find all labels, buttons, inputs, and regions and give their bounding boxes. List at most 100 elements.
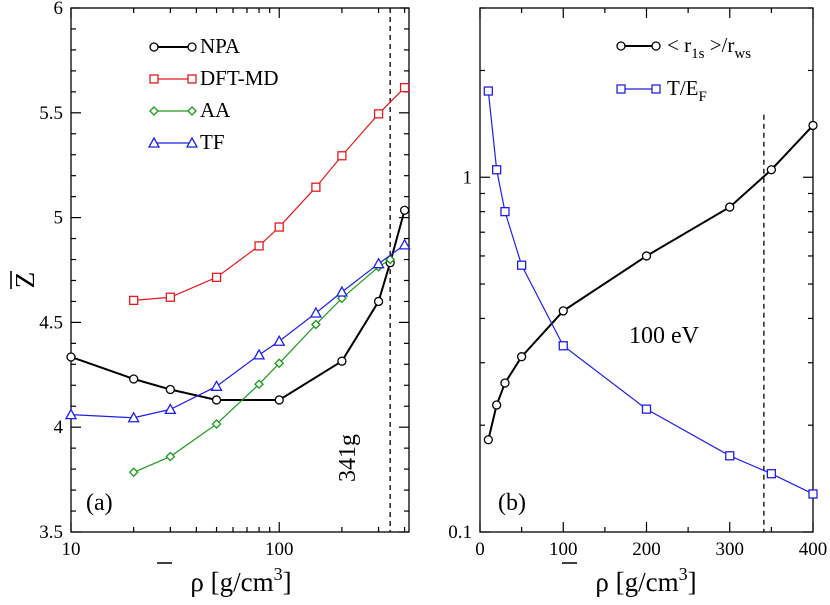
legend-marker-tf	[147, 136, 161, 148]
panel-a-xtick-label: 100	[265, 539, 294, 560]
data-point-npa	[165, 384, 175, 395]
x-axis-title-b: ρ [g/cm3]	[595, 564, 696, 597]
legend-marker-dft-md	[187, 74, 197, 84]
data-point-tf	[64, 408, 78, 420]
data-point-t-ef	[766, 469, 777, 479]
data-point-dft-md	[165, 292, 175, 302]
panel-a-legend: NPA DFT-MD AA TF	[147, 34, 279, 154]
series-line-tf	[70, 244, 405, 419]
series-line-npa	[70, 209, 406, 401]
data-point-r1s-rws	[483, 435, 493, 445]
legend-marker-npa	[149, 42, 159, 52]
panel-a-ytick-label: 4.5	[39, 312, 63, 333]
data-point-aa	[274, 358, 285, 369]
legend-tef-main: T/E	[667, 76, 699, 100]
data-point-npa	[129, 374, 139, 384]
panel-a-ytick-label: 4	[54, 417, 64, 438]
data-point-dft-md	[337, 151, 347, 161]
legend-r1s-mid: >/r	[704, 33, 734, 57]
series-line-dft-md	[133, 87, 406, 301]
panel-b-ytick-label: 0.1	[448, 522, 472, 543]
data-point-dft-md	[254, 241, 264, 251]
data-point-tf	[398, 238, 411, 250]
panel-a: 3.5 4 4.5 5 5.5 6 10 100 341g (a) Z ρ [g/cm3] N…	[10, 0, 411, 597]
legend-marker-r1s	[616, 41, 626, 51]
data-point-t-ef	[808, 489, 818, 499]
legend-entry-npa: NPA	[200, 34, 241, 58]
panel-a-reference-line-label: 341g	[335, 434, 361, 482]
legend-marker-tf	[185, 136, 199, 148]
x-axis-title-b-rho: ρ	[595, 567, 608, 597]
panel-b-legend: < r1s >/rws T/EF	[616, 33, 751, 105]
legend-marker-tef	[616, 84, 626, 94]
data-point-t-ef	[558, 341, 568, 351]
panel-b-series	[483, 86, 818, 499]
panel-b: 0 100 200 300 400 0.1 1 100 eV (b) ρ [g/cm3] <…	[448, 7, 827, 597]
data-point-tf	[252, 348, 266, 360]
data-point-tf	[309, 306, 322, 318]
data-point-t-ef	[725, 451, 735, 461]
data-point-r1s-rws	[558, 306, 568, 316]
legend-entry-tf: TF	[200, 130, 225, 154]
panel-b-frame	[479, 7, 814, 533]
panel-b-xtick-label: 100	[549, 539, 578, 560]
data-point-r1s-rws	[766, 165, 777, 175]
panel-a-series	[64, 82, 411, 478]
x-axis-title-units: [g/cm	[204, 567, 274, 597]
x-axis-title-bracket: ]	[283, 567, 292, 597]
panel-b-label: (b)	[498, 490, 526, 516]
data-point-aa	[310, 319, 321, 330]
data-point-aa	[254, 379, 264, 390]
panel-b-xtick-label: 0	[475, 539, 485, 560]
panel-b-annotation: 100 eV	[629, 323, 700, 349]
data-point-r1s-rws	[491, 400, 502, 410]
panel-a-xtick-label: 10	[62, 539, 81, 560]
legend-entry-aa: AA	[200, 98, 231, 122]
x-axis-title: ρ [g/cm3]	[190, 564, 291, 597]
data-point-aa	[211, 419, 222, 429]
panel-b-ticks	[479, 7, 814, 533]
legend-marker-dft-md	[149, 74, 159, 84]
data-point-npa	[211, 395, 222, 405]
data-point-dft-md	[129, 295, 139, 306]
data-point-tf	[164, 403, 177, 415]
panel-b-tick-labels: 0 100 200 300 400 0.1 1	[448, 167, 827, 560]
data-point-aa	[385, 254, 396, 265]
data-point-r1s-rws	[725, 202, 735, 212]
data-point-tf	[127, 411, 140, 423]
legend-tef-sub: F	[699, 89, 707, 105]
panel-a-ytick-label: 5.5	[39, 103, 63, 124]
x-axis-title-rho: ρ	[190, 567, 203, 597]
data-point-tf	[210, 379, 223, 391]
legend-entry-tef: T/EF	[667, 76, 707, 105]
data-point-dft-md	[274, 222, 284, 232]
panel-b-xtick-label: 400	[799, 539, 828, 560]
legend-marker-aa	[187, 106, 197, 116]
data-point-t-ef	[483, 86, 493, 96]
data-point-r1s-rws	[808, 120, 818, 131]
data-point-t-ef	[641, 404, 652, 414]
panel-a-legend-swatches	[147, 42, 199, 148]
data-point-tf	[335, 285, 349, 297]
panel-b-ytick-label: 1	[463, 167, 473, 188]
x-axis-title-b-bracket: ]	[688, 567, 697, 597]
data-point-npa	[66, 352, 76, 362]
panel-a-ytick-label: 3.5	[39, 522, 63, 543]
panel-a-ylabel: Z	[10, 271, 40, 289]
panel-a-ticks	[70, 7, 409, 533]
data-point-r1s-rws	[641, 251, 652, 261]
panel-b-xtick-label: 200	[632, 539, 661, 560]
legend-marker-tef	[651, 84, 661, 94]
data-point-dft-md	[211, 272, 222, 282]
legend-marker-aa	[149, 106, 159, 116]
data-point-aa	[165, 451, 176, 462]
data-point-r1s-rws	[500, 378, 510, 388]
data-point-dft-md	[373, 109, 384, 119]
data-point-t-ef	[491, 165, 502, 175]
legend-r1s-open: < r	[667, 33, 691, 57]
data-point-npa	[274, 395, 284, 405]
legend-entry-dft-md: DFT-MD	[200, 66, 279, 90]
x-axis-title-b-exponent: 3	[679, 564, 688, 584]
x-axis-title-b-units: [g/cm	[609, 567, 679, 597]
data-point-npa	[373, 296, 384, 307]
